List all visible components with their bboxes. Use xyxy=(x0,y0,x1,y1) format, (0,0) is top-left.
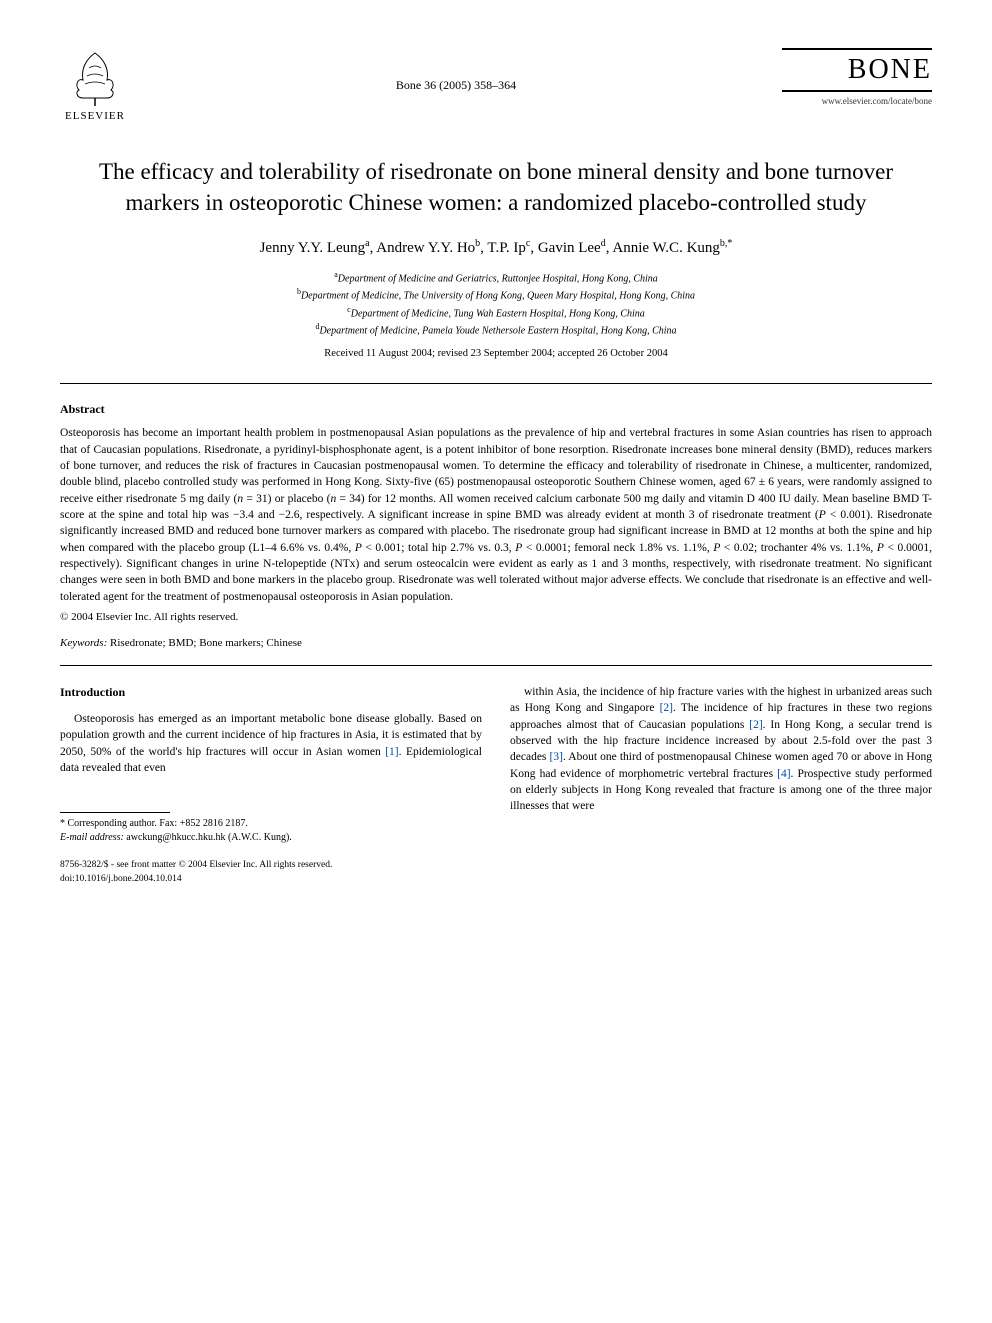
journal-box: BONE xyxy=(782,48,932,92)
author-list: Jenny Y.Y. Leunga, Andrew Y.Y. Hob, T.P.… xyxy=(60,238,932,257)
affiliations: aDepartment of Medicine and Geriatrics, … xyxy=(60,269,932,338)
rule-top xyxy=(60,383,932,384)
right-column: within Asia, the incidence of hip fractu… xyxy=(510,684,932,886)
rule-bottom xyxy=(60,665,932,666)
journal-url: www.elsevier.com/locate/bone xyxy=(782,96,932,106)
header-row: ELSEVIER Bone 36 (2005) 358–364 BONE www… xyxy=(60,48,932,128)
left-column: Introduction Osteoporosis has emerged as… xyxy=(60,684,482,886)
bottom-meta: 8756-3282/$ - see front matter © 2004 El… xyxy=(60,859,482,886)
email-label: E-mail address: xyxy=(60,832,124,843)
citation: Bone 36 (2005) 358–364 xyxy=(130,78,782,93)
footnotes: * Corresponding author. Fax: +852 2816 2… xyxy=(60,817,482,845)
journal-name: BONE xyxy=(782,54,932,86)
footnote-rule xyxy=(60,812,170,813)
abstract-heading: Abstract xyxy=(60,402,932,417)
email-value: awckung@hkucc.hku.hk (A.W.C. Kung). xyxy=(126,832,291,843)
article-history: Received 11 August 2004; revised 23 Sept… xyxy=(60,348,932,359)
keywords-label: Keywords: xyxy=(60,637,107,649)
body-columns: Introduction Osteoporosis has emerged as… xyxy=(60,684,932,886)
front-matter-line: 8756-3282/$ - see front matter © 2004 El… xyxy=(60,859,482,872)
doi-line: doi:10.1016/j.bone.2004.10.014 xyxy=(60,873,482,886)
intro-heading: Introduction xyxy=(60,684,482,701)
elsevier-tree-icon xyxy=(65,48,125,108)
publisher-logo: ELSEVIER xyxy=(60,48,130,128)
article-title: The efficacy and tolerability of risedro… xyxy=(90,156,902,218)
journal-block: BONE www.elsevier.com/locate/bone xyxy=(782,48,932,106)
intro-paragraph-left: Osteoporosis has emerged as an important… xyxy=(60,711,482,776)
publisher-name: ELSEVIER xyxy=(65,110,125,122)
corresponding-author: * Corresponding author. Fax: +852 2816 2… xyxy=(60,817,482,831)
abstract-body: Osteoporosis has become an important hea… xyxy=(60,425,932,605)
keywords-text: Risedronate; BMD; Bone markers; Chinese xyxy=(110,637,302,649)
email-line: E-mail address: awckung@hkucc.hku.hk (A.… xyxy=(60,831,482,845)
copyright-line: © 2004 Elsevier Inc. All rights reserved… xyxy=(60,611,932,623)
keywords: Keywords: Risedronate; BMD; Bone markers… xyxy=(60,637,932,649)
intro-paragraph-right: within Asia, the incidence of hip fractu… xyxy=(510,684,932,815)
